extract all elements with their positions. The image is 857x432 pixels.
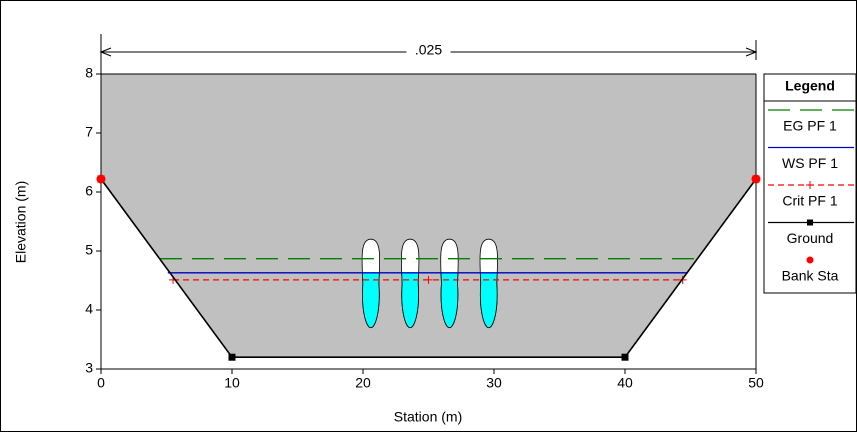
x-tick-label: 0: [97, 375, 105, 391]
legend-title: Legend: [785, 78, 835, 94]
legend-marker: [806, 181, 814, 189]
annotation-arrow: [99, 47, 758, 57]
y-axis-label: Elevation (m): [13, 181, 29, 263]
y-tick-label: 6: [85, 183, 93, 199]
marker: [751, 174, 761, 184]
marker: [424, 275, 433, 284]
pier-water: [479, 272, 498, 329]
x-tick-label: 40: [617, 375, 633, 391]
x-tick-label: 30: [486, 375, 502, 391]
x-tick-label: 50: [748, 375, 764, 391]
pier-water: [401, 272, 420, 329]
annotation: .025: [415, 42, 442, 58]
channel-area: [101, 74, 756, 358]
legend-label: Bank Sta: [782, 268, 839, 284]
x-tick-label: 10: [224, 375, 240, 391]
legend-label: WS PF 1: [782, 155, 838, 171]
x-axis-label: Station (m): [394, 409, 462, 425]
marker: [621, 353, 629, 361]
y-tick-label: 3: [85, 360, 93, 376]
legend-marker: [806, 256, 814, 264]
pier-water: [440, 272, 459, 329]
y-tick-label: 5: [85, 242, 93, 258]
y-tick-label: 7: [85, 124, 93, 140]
legend-label: Ground: [787, 230, 834, 246]
annotation-bg: [406, 43, 451, 59]
legend-label: EG PF 1: [783, 118, 837, 134]
pier-water: [361, 272, 380, 329]
legend-label: Crit PF 1: [782, 193, 837, 209]
marker: [228, 353, 236, 361]
y-tick-label: 4: [85, 301, 93, 317]
series-line: [100, 178, 757, 358]
x-tick-label: 20: [355, 375, 371, 391]
y-tick-label: 8: [85, 65, 93, 81]
marker: [96, 174, 106, 184]
legend-marker: [807, 219, 813, 226]
